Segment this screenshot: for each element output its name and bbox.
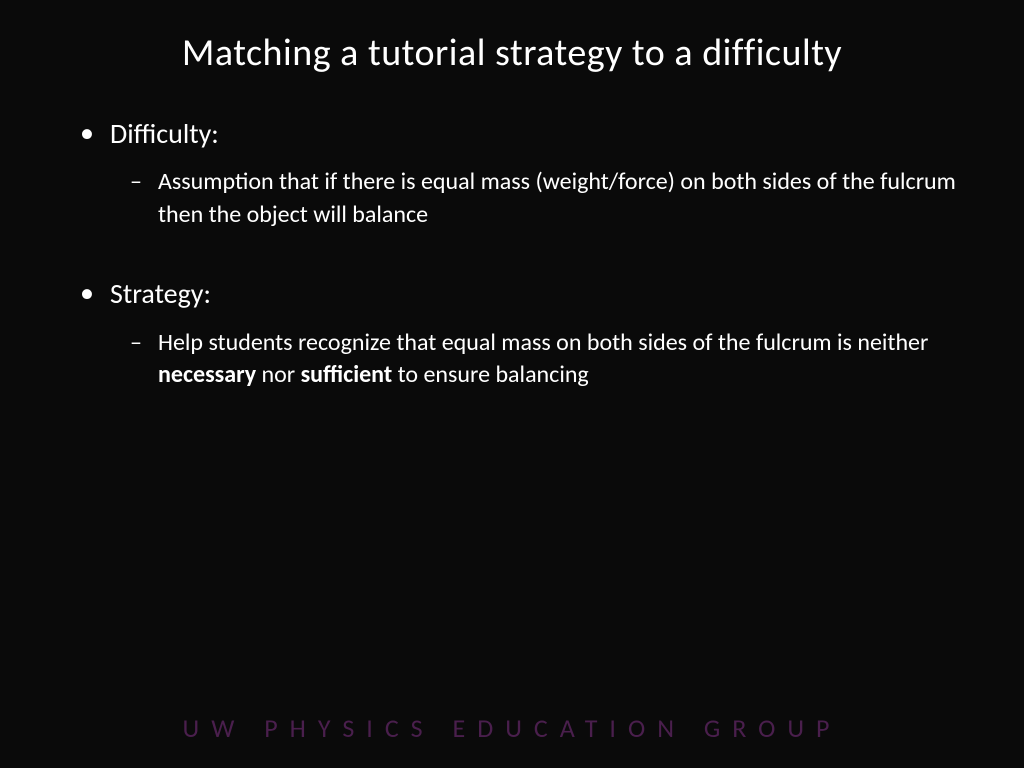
slide: Matching a tutorial strategy to a diffic… <box>0 0 1024 768</box>
bullet-strategy: Strategy: Help students recognize that e… <box>80 276 964 391</box>
bold-necessary: necessary <box>158 360 256 389</box>
slide-body: Difficulty: Assumption that if there is … <box>60 116 964 391</box>
footer-brand: UW PHYSICS EDUCATION GROUP <box>0 712 1024 744</box>
bullet-label: Strategy: <box>110 276 964 312</box>
bullet-label: Difficulty: <box>110 116 964 152</box>
text-run: nor <box>256 360 300 389</box>
sub-bullet: Assumption that if there is equal mass (… <box>130 166 964 231</box>
bullet-difficulty: Difficulty: Assumption that if there is … <box>80 116 964 231</box>
sub-bullet: Help students recognize that equal mass … <box>130 327 964 392</box>
slide-title: Matching a tutorial strategy to a diffic… <box>60 30 964 76</box>
bold-sufficient: sufficient <box>301 360 393 389</box>
text-run: Help students recognize that equal mass … <box>158 328 928 357</box>
text-run: to ensure balancing <box>392 360 589 389</box>
